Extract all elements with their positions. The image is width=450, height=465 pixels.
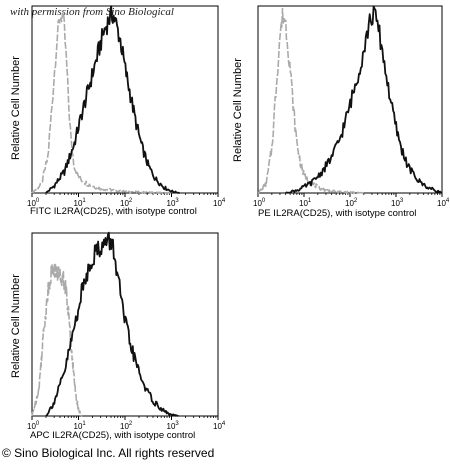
x-tick-label: 104 (437, 198, 450, 208)
x-tick-label: 103 (391, 198, 404, 208)
x-axis-label: FITC IL2RA(CD25), with isotype control (30, 206, 197, 217)
plot-frame (31, 232, 219, 417)
il2ra-stained-curve (45, 5, 180, 194)
x-axis-label: APC IL2RA(CD25), with isotype control (30, 430, 196, 441)
x-axis-label: PE IL2RA(CD25), with isotype control (258, 208, 417, 219)
x-tick-label: 101 (74, 421, 87, 431)
copyright-notice: © Sino Biological Inc. All rights reserv… (2, 446, 215, 460)
x-tick-label: 101 (299, 198, 312, 208)
x-tick-label: 101 (74, 198, 87, 208)
x-tick-label: 102 (120, 421, 133, 431)
x-tick-label: 100 (27, 421, 40, 431)
x-tick-label: 100 (27, 198, 40, 208)
x-tick-label: 103 (167, 421, 180, 431)
x-tick-label: 100 (253, 198, 266, 208)
il2ra-stained-curve (285, 5, 443, 194)
il2ra-stained-curve (45, 231, 179, 417)
x-tick-label: 103 (167, 198, 180, 208)
x-tick-label: 104 (213, 198, 226, 208)
x-tick-label: 102 (120, 198, 133, 208)
isotype-control-curve (31, 11, 172, 194)
x-tick-label: 102 (345, 198, 358, 208)
isotype-control-curve (31, 263, 83, 417)
watermark: with permission from Sino Biological (10, 6, 174, 18)
x-tick-label: 104 (213, 421, 226, 431)
